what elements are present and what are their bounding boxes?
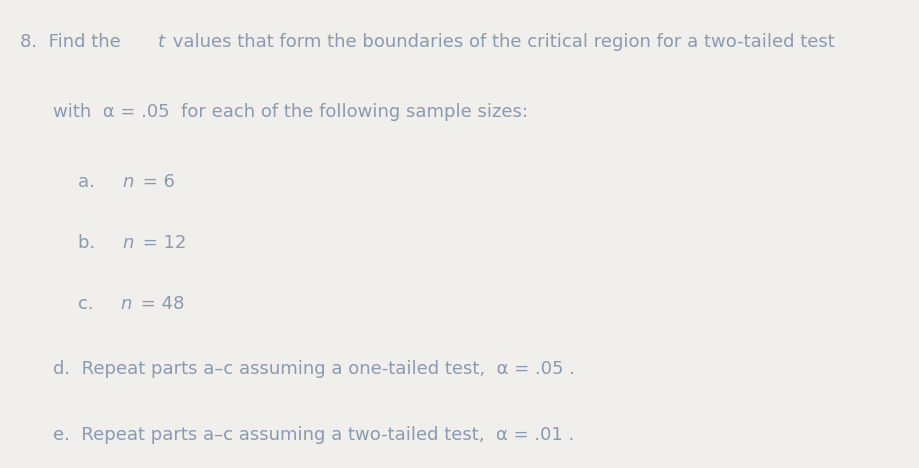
Text: t: t (157, 33, 165, 51)
Text: e.  Repeat parts a–c assuming a two-tailed test,  α = .01 .: e. Repeat parts a–c assuming a two-taile… (53, 426, 574, 444)
Text: = 6: = 6 (137, 173, 175, 191)
Text: c.: c. (78, 295, 111, 313)
Text: b.: b. (78, 234, 113, 252)
Text: a.: a. (78, 173, 112, 191)
Text: n: n (122, 234, 134, 252)
Text: = 12: = 12 (137, 234, 187, 252)
Text: = 48: = 48 (135, 295, 185, 313)
Text: d.  Repeat parts a–c assuming a one-tailed test,  α = .05 .: d. Repeat parts a–c assuming a one-taile… (53, 360, 574, 378)
Text: 8.  Find the: 8. Find the (20, 33, 127, 51)
Text: n: n (120, 295, 131, 313)
Text: values that form the boundaries of the critical region for a two-tailed test: values that form the boundaries of the c… (166, 33, 834, 51)
Text: n: n (122, 173, 133, 191)
Text: with  α = .05  for each of the following sample sizes:: with α = .05 for each of the following s… (53, 103, 528, 121)
